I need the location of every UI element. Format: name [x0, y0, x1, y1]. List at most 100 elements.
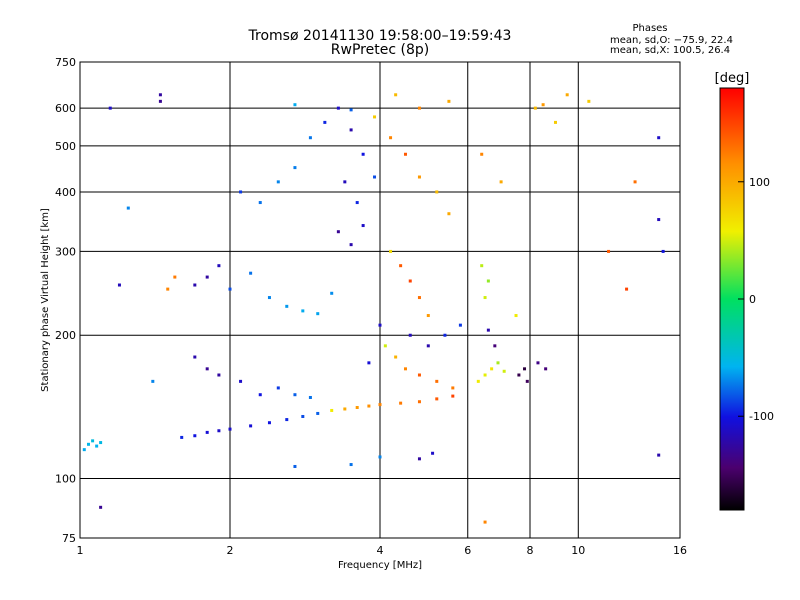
data-point	[330, 408, 334, 412]
data-point	[158, 93, 162, 97]
data-point	[361, 224, 365, 228]
data-point	[389, 136, 393, 140]
data-point	[316, 411, 320, 415]
data-point	[553, 120, 557, 124]
data-point	[367, 404, 371, 408]
data-point	[661, 249, 665, 253]
data-point	[293, 464, 297, 468]
data-point	[447, 99, 451, 103]
x-tick-label: 6	[464, 544, 471, 557]
chart-subtitle: RwPretec (8p)	[331, 42, 429, 58]
data-point	[239, 379, 243, 383]
data-point	[267, 421, 271, 425]
data-point	[343, 180, 347, 184]
data-point	[502, 369, 506, 373]
data-point	[447, 212, 451, 216]
data-point	[180, 435, 184, 439]
data-point	[285, 304, 289, 308]
data-point	[301, 414, 305, 418]
data-point	[417, 296, 421, 300]
data-point	[285, 418, 289, 422]
data-point	[394, 355, 398, 359]
data-point	[389, 249, 393, 253]
x-axis-label: Frequency [MHz]	[338, 560, 422, 571]
data-point	[490, 367, 494, 371]
data-point	[308, 136, 312, 140]
data-point	[267, 296, 271, 300]
data-point	[126, 206, 130, 210]
x-tick-label: 8	[527, 544, 534, 557]
data-point	[336, 230, 340, 234]
data-point	[435, 379, 439, 383]
data-point	[316, 312, 320, 316]
data-point	[258, 201, 262, 205]
data-point	[349, 243, 353, 247]
data-point	[403, 367, 407, 371]
data-point	[417, 175, 421, 179]
data-point	[151, 379, 155, 383]
grid-lines	[80, 62, 680, 538]
data-point	[451, 386, 455, 390]
y-tick-label: 100	[55, 473, 76, 486]
data-point	[361, 152, 365, 156]
data-point	[493, 344, 497, 348]
legend-title: Phases	[632, 23, 667, 34]
data-point	[499, 180, 503, 184]
data-point	[293, 393, 297, 397]
data-point	[443, 333, 447, 337]
y-tick-label: 400	[55, 186, 76, 199]
data-point	[525, 379, 529, 383]
data-point	[293, 166, 297, 170]
colorbar-tick-label: 0	[749, 293, 756, 306]
data-point	[458, 323, 462, 327]
data-point	[523, 367, 527, 371]
data-point	[355, 406, 359, 410]
y-tick-label: 75	[62, 532, 76, 545]
data-point	[276, 386, 280, 390]
data-point	[426, 314, 430, 318]
data-point	[373, 175, 377, 179]
data-point	[480, 152, 484, 156]
data-point	[205, 430, 209, 434]
data-point	[205, 275, 209, 279]
data-point	[99, 441, 103, 445]
y-tick-label: 600	[55, 102, 76, 115]
data-point	[657, 136, 661, 140]
data-point	[565, 93, 569, 97]
data-point	[383, 344, 387, 348]
data-point	[486, 328, 490, 332]
data-point	[108, 106, 112, 110]
data-point	[480, 264, 484, 268]
data-point	[394, 93, 398, 97]
data-point	[399, 264, 403, 268]
data-point	[483, 520, 487, 524]
data-point	[330, 291, 334, 295]
data-point	[408, 279, 412, 283]
data-point	[301, 309, 305, 313]
data-point	[228, 427, 232, 431]
data-point	[193, 434, 197, 438]
data-point	[486, 279, 490, 283]
data-point	[417, 457, 421, 461]
data-point	[514, 314, 518, 318]
data-point	[349, 463, 353, 467]
data-point	[435, 397, 439, 401]
data-point	[657, 218, 661, 222]
data-point	[205, 367, 209, 371]
data-point	[417, 106, 421, 110]
legend-line-o: mean, sd,O: −75.9, 22.4	[610, 35, 733, 46]
data-point	[349, 128, 353, 132]
data-point	[587, 99, 591, 103]
data-point	[95, 444, 99, 448]
data-point	[399, 401, 403, 405]
data-point	[533, 106, 537, 110]
data-point	[349, 108, 353, 112]
colorbar-tick-label: 100	[749, 176, 770, 189]
data-point	[217, 429, 221, 433]
y-tick-label: 750	[55, 56, 76, 69]
data-point	[193, 283, 197, 287]
data-point	[323, 120, 327, 124]
data-point	[483, 296, 487, 300]
data-point	[249, 271, 253, 275]
